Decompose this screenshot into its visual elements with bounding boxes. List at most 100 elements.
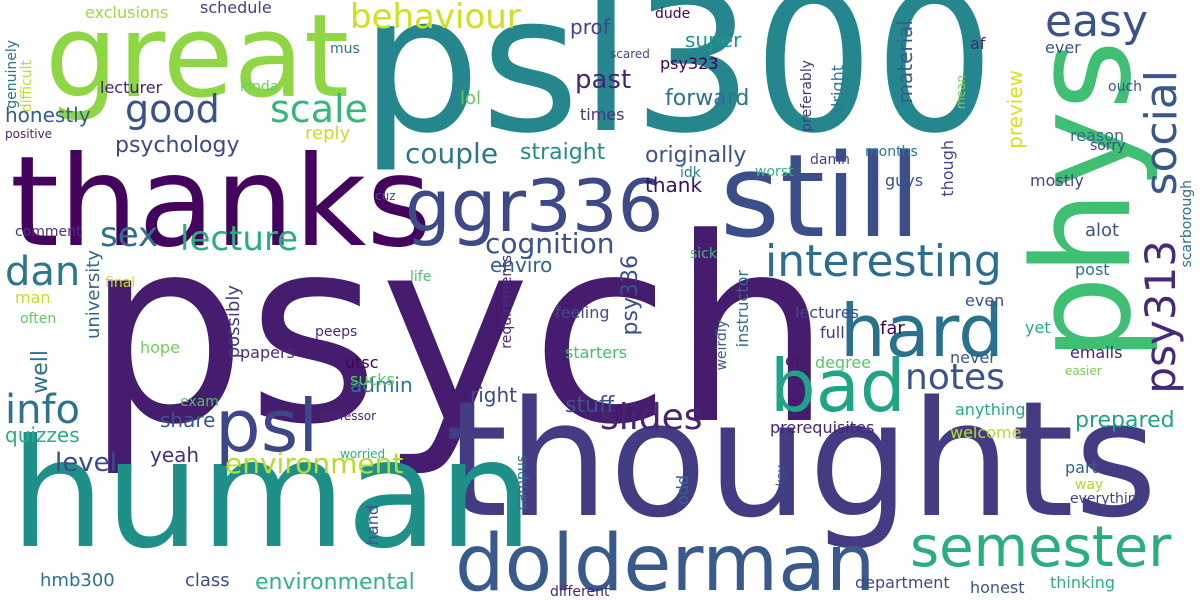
word: often bbox=[20, 311, 57, 327]
word: mus bbox=[330, 41, 360, 57]
word: thinking bbox=[1050, 573, 1116, 592]
word: human bbox=[10, 408, 534, 582]
word: environmental bbox=[255, 570, 415, 595]
word: times bbox=[580, 105, 625, 124]
word: info bbox=[5, 387, 81, 433]
word: lecturer bbox=[100, 78, 163, 97]
word: university bbox=[83, 250, 104, 340]
word: easy bbox=[1045, 0, 1148, 47]
word: reason bbox=[1070, 126, 1125, 145]
word: psy323 bbox=[660, 54, 719, 73]
word: though bbox=[938, 140, 957, 197]
word: material bbox=[893, 20, 917, 104]
word: worried bbox=[340, 447, 386, 461]
word: dan bbox=[5, 249, 81, 295]
word: preview bbox=[1003, 70, 1027, 149]
word: months bbox=[865, 144, 918, 160]
word: psl300 bbox=[360, 0, 996, 175]
word: af bbox=[970, 34, 986, 53]
word: papers bbox=[240, 343, 295, 362]
word: class bbox=[185, 570, 230, 591]
word: thank bbox=[645, 173, 703, 197]
word: sucks bbox=[350, 370, 395, 389]
word: psl bbox=[215, 384, 319, 468]
word: okay bbox=[774, 465, 788, 494]
word: reply bbox=[305, 123, 351, 144]
word: feeling bbox=[555, 303, 610, 322]
word: eh bbox=[785, 351, 805, 370]
word: scarborough bbox=[1179, 180, 1195, 268]
word: kinda bbox=[240, 79, 279, 95]
word: hard bbox=[840, 289, 1004, 373]
word: environment bbox=[225, 447, 404, 480]
word: guys bbox=[885, 171, 924, 190]
word: ever bbox=[1045, 38, 1081, 57]
word: schedule bbox=[200, 0, 272, 17]
word: never bbox=[950, 348, 996, 367]
word: super bbox=[685, 28, 742, 52]
word: everything bbox=[1070, 491, 1146, 507]
word: level bbox=[55, 448, 117, 478]
word: share bbox=[160, 408, 216, 432]
word: past bbox=[575, 65, 632, 95]
word: utsc bbox=[345, 353, 379, 372]
word: sex bbox=[100, 215, 159, 255]
word: ouch bbox=[1108, 79, 1143, 95]
word: bad bbox=[770, 344, 906, 428]
word: enviro bbox=[490, 253, 553, 277]
word: honestly bbox=[5, 103, 91, 127]
word: department bbox=[855, 573, 950, 592]
word: lol bbox=[460, 88, 482, 109]
word: weirdly bbox=[714, 320, 730, 371]
word: welcome bbox=[950, 423, 1022, 442]
word: couple bbox=[405, 137, 499, 170]
word: preferably bbox=[799, 60, 815, 132]
word: anything bbox=[955, 400, 1026, 419]
word: lectures bbox=[795, 303, 859, 322]
word: mean bbox=[954, 75, 968, 110]
word: way bbox=[1075, 477, 1104, 493]
word: starters bbox=[565, 343, 628, 362]
word: originally bbox=[645, 143, 747, 168]
word: difficult bbox=[19, 60, 35, 113]
word: sorry bbox=[1090, 138, 1126, 154]
word: man bbox=[15, 288, 51, 307]
word: peeps bbox=[315, 324, 358, 340]
word: prerequisites bbox=[770, 418, 875, 437]
word: different bbox=[550, 584, 610, 600]
word: yeah bbox=[150, 443, 200, 467]
word: final bbox=[105, 275, 136, 291]
word: exclusions bbox=[85, 3, 169, 22]
word: hmb300 bbox=[40, 570, 115, 591]
word: full bbox=[820, 323, 845, 342]
word: forward bbox=[665, 86, 750, 111]
word: positive bbox=[5, 127, 53, 141]
word: life bbox=[410, 269, 432, 285]
word: degree bbox=[815, 353, 872, 372]
word: right bbox=[470, 383, 517, 407]
word: scared bbox=[610, 47, 650, 61]
word: good bbox=[125, 87, 220, 131]
word: even bbox=[965, 291, 1005, 310]
word: mostly bbox=[1030, 171, 1084, 190]
word: exam bbox=[180, 394, 219, 410]
word: well bbox=[28, 350, 53, 394]
word: easier bbox=[1065, 364, 1102, 378]
word: interesting bbox=[765, 236, 1002, 287]
word: notes bbox=[905, 357, 1005, 398]
word: hope bbox=[140, 338, 180, 357]
word: dude bbox=[655, 6, 691, 22]
word: part bbox=[1065, 458, 1098, 477]
word: thanks bbox=[10, 130, 432, 275]
word: still bbox=[720, 130, 921, 264]
word: instructor bbox=[733, 270, 752, 348]
word: post bbox=[1075, 260, 1110, 279]
word: psy336 bbox=[618, 255, 643, 336]
word: quizzes bbox=[5, 423, 80, 447]
word: cognition bbox=[485, 227, 615, 260]
word: requirements bbox=[499, 255, 515, 349]
word: semester bbox=[910, 515, 1172, 580]
word: psych bbox=[85, 184, 833, 481]
word: far bbox=[880, 318, 905, 339]
word: idk bbox=[680, 165, 701, 181]
